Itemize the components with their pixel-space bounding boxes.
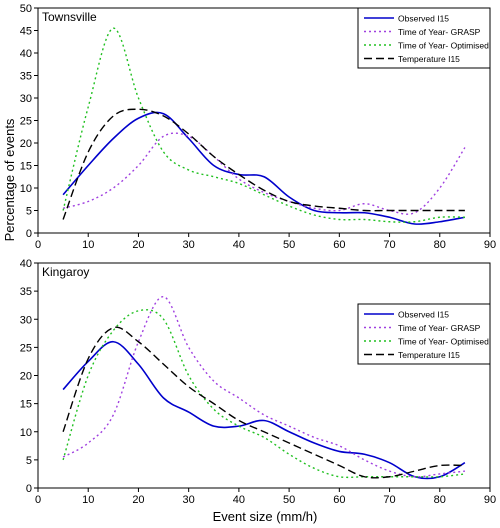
legend-label: Observed I15 <box>398 14 449 24</box>
y-tick-label: 0 <box>26 228 32 240</box>
x-tick-label: 60 <box>333 239 345 251</box>
x-tick-label: 10 <box>82 239 94 251</box>
series-line-time-of-year-grasp <box>62 132 466 215</box>
legend-label: Time of Year- Optimised <box>398 337 489 347</box>
x-tick-label: 0 <box>35 239 41 251</box>
panel-title: Kingaroy <box>42 265 89 279</box>
x-tick-label: 80 <box>434 239 446 251</box>
y-axis-label: Percentage of events <box>2 118 17 241</box>
legend-label: Time of Year- GRASP <box>398 27 481 37</box>
x-tick-label: 50 <box>283 239 295 251</box>
y-tick-label: 40 <box>20 48 32 60</box>
y-tick-label: 35 <box>20 71 32 83</box>
x-tick-label: 20 <box>132 494 144 506</box>
x-tick-label: 70 <box>383 494 395 506</box>
x-tick-label: 40 <box>233 494 245 506</box>
plot-frame <box>37 262 491 489</box>
y-tick-label: 15 <box>20 161 32 173</box>
x-tick-label: 30 <box>183 494 195 506</box>
y-tick-label: 35 <box>20 286 32 298</box>
y-tick-label: 50 <box>20 3 32 15</box>
legend-label: Temperature I15 <box>398 350 460 360</box>
y-tick-label: 45 <box>20 26 32 38</box>
y-tick-label: 20 <box>20 371 32 383</box>
y-tick-label: 10 <box>20 183 32 195</box>
series-line-observed-i15 <box>62 340 466 480</box>
y-tick-label: 5 <box>26 455 32 467</box>
legend-label: Time of Year- GRASP <box>398 323 481 333</box>
y-tick-label: 25 <box>20 342 32 354</box>
y-tick-label: 25 <box>20 116 32 128</box>
x-tick-label: 20 <box>132 239 144 251</box>
x-tick-label: 10 <box>82 494 94 506</box>
series-line-temperature-i15 <box>62 326 465 479</box>
y-tick-label: 30 <box>20 314 32 326</box>
legend-label: Time of Year- Optimised <box>398 41 489 51</box>
x-tick-label: 60 <box>333 494 345 506</box>
y-tick-label: 20 <box>20 138 32 150</box>
y-tick-label: 40 <box>20 258 32 270</box>
x-axis-label: Event size (mm/h) <box>213 509 318 524</box>
x-tick-label: 90 <box>484 239 496 251</box>
x-tick-label: 70 <box>383 239 395 251</box>
x-tick-label: 80 <box>434 494 446 506</box>
y-tick-label: 15 <box>20 399 32 411</box>
x-tick-label: 90 <box>484 494 496 506</box>
y-tick-label: 0 <box>26 483 32 495</box>
series-line-observed-i15 <box>62 111 466 225</box>
series-line-time-of-year-optimised <box>62 27 465 223</box>
kingaroy-panel: Kingaroy 0 10 20 30 40 50 60 70 80 90 0 5 10 15 20 25 30 3… <box>20 258 496 506</box>
x-tick-label: 50 <box>283 494 295 506</box>
townsville-panel: Townsville 0 10 20 30 40 50 60 70 80 90 0 5 10 15 20 25 3… <box>20 3 496 251</box>
x-tick-label: 0 <box>35 494 41 506</box>
y-tick-label: 10 <box>20 427 32 439</box>
series-line-temperature-i15 <box>62 108 465 220</box>
legend-label: Observed I15 <box>398 310 449 320</box>
y-tick-label: 30 <box>20 93 32 105</box>
y-tick-label: 5 <box>26 206 32 218</box>
panel-title: Townsville <box>42 10 97 24</box>
legend-label: Temperature I15 <box>398 54 460 64</box>
x-tick-label: 40 <box>233 239 245 251</box>
x-tick-label: 30 <box>183 239 195 251</box>
